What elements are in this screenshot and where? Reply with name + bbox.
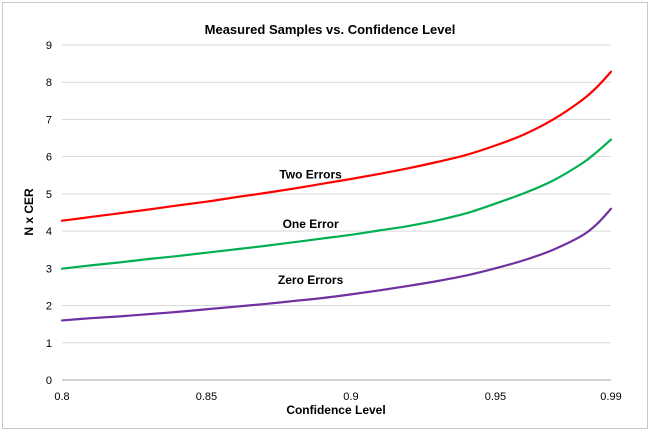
grid-lines: [62, 44, 611, 344]
y-tick-label: 8: [46, 77, 52, 89]
series-line-zero-errors: [60, 207, 613, 322]
y-tick-label: 1: [46, 338, 52, 350]
y-tick-label: 5: [46, 189, 52, 201]
x-tick-label: 0.99: [600, 391, 621, 403]
y-tick-label: 6: [46, 152, 52, 164]
x-tick-label: 0.9: [343, 391, 358, 403]
series-labels: Two Errors One Error Zero Errors: [278, 167, 344, 287]
x-axis-label: Confidence Level: [286, 403, 385, 417]
x-tick-label: 0.95: [485, 391, 506, 403]
y-tick-label: 3: [46, 263, 52, 275]
series-label-one-error: One Error: [283, 217, 339, 231]
series-label-two-errors: Two Errors: [279, 167, 342, 181]
series-label-zero-errors: Zero Errors: [278, 273, 344, 287]
y-tick-label: 0: [46, 375, 52, 387]
chart-title: Measured Samples vs. Confidence Level: [205, 22, 456, 37]
y-tick-label: 4: [46, 226, 52, 238]
series-line-two-errors: [60, 70, 613, 222]
x-tick-labels: 0.8 0.85 0.9 0.95 0.99: [54, 391, 621, 403]
y-tick-label: 9: [46, 40, 52, 52]
y-tick-label: 7: [46, 114, 52, 126]
x-tick-label: 0.85: [196, 391, 217, 403]
y-tick-label: 2: [46, 301, 52, 313]
y-axis-label: N x CER: [22, 188, 36, 236]
y-tick-labels: 0 1 2 3 4 5 6 7 8 9: [46, 40, 52, 387]
x-tick-label: 0.8: [54, 391, 69, 403]
series-lines: [60, 70, 613, 322]
series-line-one-error: [60, 138, 613, 270]
